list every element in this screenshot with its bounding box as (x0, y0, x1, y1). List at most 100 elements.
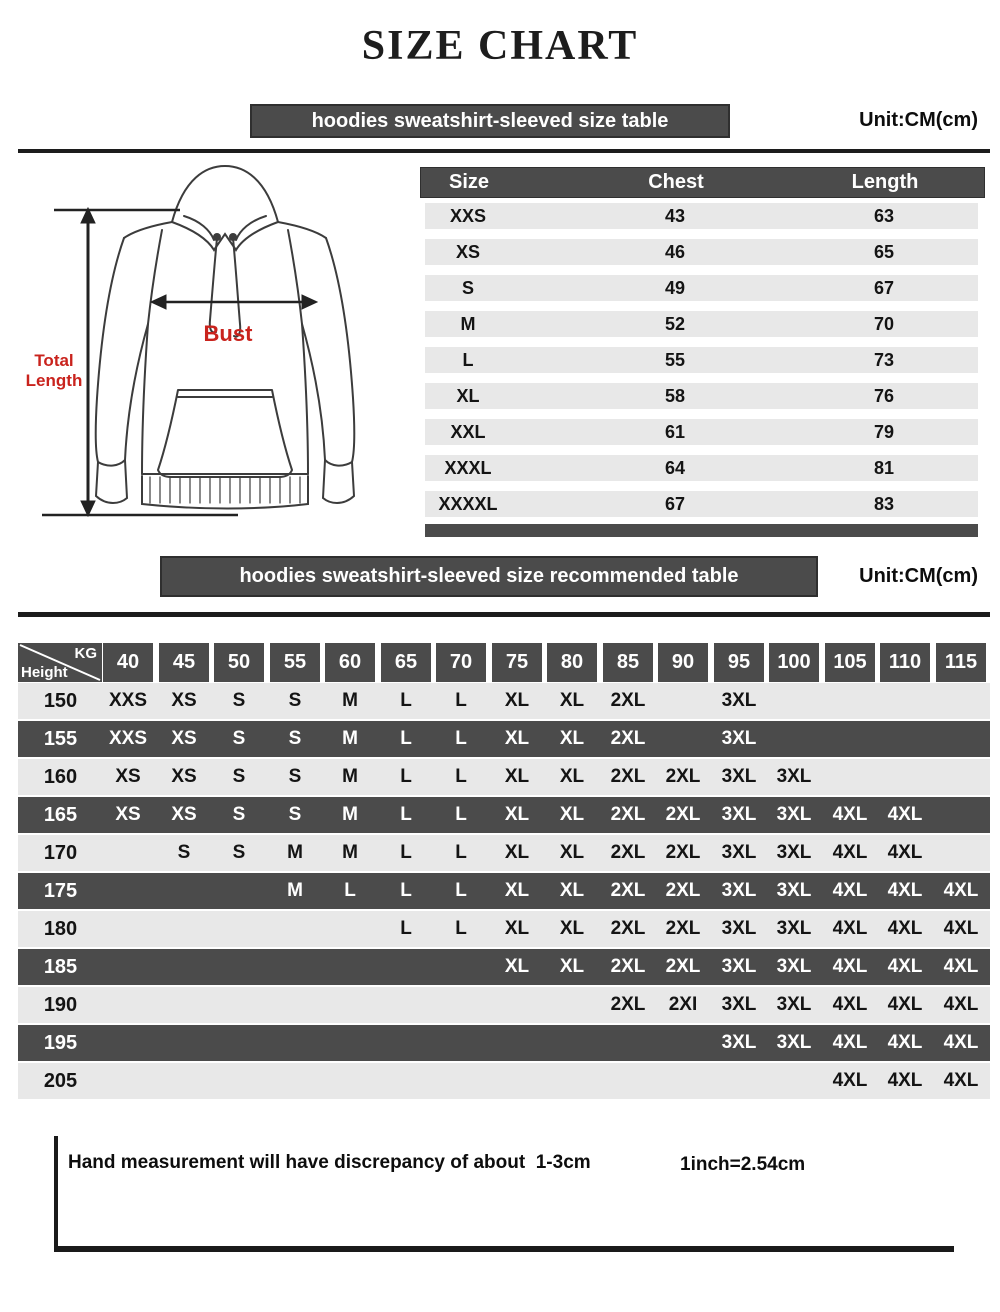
recommended-table-row: 160 XS XS S S M L L XL XL 2XL 2XL 3XL 3XL (18, 759, 990, 795)
recommended-size-cell: 3XL (721, 956, 757, 977)
recommended-size-cell: L (455, 842, 467, 863)
recommended-size-cell: XL (504, 728, 530, 749)
recommended-size-cell: 3XL (776, 842, 812, 863)
size-table-cell: 70 (873, 314, 895, 334)
weight-column-header: 105 (825, 643, 875, 682)
measurement-note: Hand measurement will have discrepancy o… (68, 1152, 591, 1173)
recommended-size-cell: 4XL (943, 918, 979, 939)
recommended-size-cell: 3XL (721, 728, 757, 749)
size-table-row: XXL 61 79 (425, 419, 978, 445)
size-table-cell: XXXL (444, 458, 492, 478)
recommended-size-cell: L (455, 918, 467, 939)
recommended-size-cell: M (342, 766, 358, 787)
recommended-size-cell: 3XL (776, 956, 812, 977)
recommended-table-row: 185 XL XL 2XL 2XL 3XL 3XL 4XL 4XL 4XL (18, 949, 990, 985)
size-table-cell: XS (455, 242, 481, 262)
recommended-size-cell: 4XL (832, 842, 868, 863)
size-table-cell: 58 (664, 386, 686, 406)
recommended-size-cell: XL (559, 842, 585, 863)
size-table-cell: 61 (664, 422, 686, 442)
recommended-size-cell: 2XL (610, 766, 646, 787)
recommended-size-cell: 2XI (668, 994, 698, 1015)
recommended-size-cell: M (342, 728, 358, 749)
recommended-size-cell: 3XL (721, 804, 757, 825)
recommended-size-cell: 3XL (721, 880, 757, 901)
middle-divider-line (18, 612, 990, 617)
recommended-size-cell: L (400, 804, 412, 825)
size-table-cell: 52 (664, 314, 686, 334)
height-row-label: 160 (43, 766, 78, 788)
recommended-size-cell: 3XL (721, 842, 757, 863)
recommended-size-cell: L (455, 880, 467, 901)
size-table-cell: 67 (664, 494, 686, 514)
recommended-size-cell: 4XL (832, 1070, 868, 1091)
recommended-size-cell: 2XL (665, 842, 701, 863)
recommended-size-cell: L (455, 690, 467, 711)
recommended-size-cell: 2XL (610, 842, 646, 863)
size-table-cell: XXS (449, 206, 487, 226)
recommended-size-cell: XL (559, 766, 585, 787)
recommended-size-cell: XS (171, 766, 197, 787)
size-table-cell: 43 (664, 206, 686, 226)
recommended-size-cell: 2XL (665, 804, 701, 825)
recommended-size-cell: XS (115, 804, 141, 825)
recommended-size-cell: XL (504, 842, 530, 863)
recommended-size-cell: S (232, 842, 246, 863)
total-length-label-line1: Total (34, 351, 73, 370)
note-border-vertical (54, 1136, 58, 1250)
recommended-size-cell: 3XL (721, 766, 757, 787)
recommended-size-cell: XXS (108, 690, 148, 711)
drawstrings (208, 237, 242, 338)
recommended-size-cell: XL (504, 690, 530, 711)
recommended-size-cell: XS (115, 766, 141, 787)
recommended-size-cell: 4XL (832, 880, 868, 901)
recommended-size-cell: M (287, 842, 303, 863)
size-table-cell: M (460, 314, 476, 334)
recommended-size-cell: XL (559, 956, 585, 977)
weight-column-header: 65 (381, 643, 431, 682)
recommended-size-cell: XL (504, 918, 530, 939)
recommended-size-cell: 4XL (943, 880, 979, 901)
weight-column-header: 60 (325, 643, 375, 682)
recommended-size-cell: 2XL (610, 728, 646, 749)
recommended-table-row: 155 XXS XS S S M L L XL XL 2XL 3XL (18, 721, 990, 757)
recommended-size-cell: XL (504, 804, 530, 825)
size-table-column-header: Size (448, 171, 490, 193)
recommended-size-cell: L (400, 728, 412, 749)
recommended-size-cell: 4XL (887, 880, 923, 901)
recommended-size-table-banner: hoodies sweatshirt-sleeved size recommen… (160, 556, 818, 597)
recommended-size-cell: M (342, 690, 358, 711)
recommended-size-cell: 2XL (610, 880, 646, 901)
recommended-table-row: 165 XS XS S S M L L XL XL 2XL 2XL 3XL 3XL 4XL 4XL (18, 797, 990, 833)
size-table-cell: 55 (664, 350, 686, 370)
height-row-label: 165 (43, 804, 78, 826)
height-row-label: 175 (43, 880, 78, 902)
recommended-table-row: 190 2XL 2XI 3XL 3XL 4XL 4XL 4XL (18, 987, 990, 1023)
recommended-size-cell: 3XL (721, 1032, 757, 1053)
recommended-size-cell: S (288, 728, 302, 749)
recommended-size-cell: XL (559, 880, 585, 901)
recommended-size-cell: XL (559, 804, 585, 825)
bust-arrow (149, 294, 319, 310)
recommended-size-cell: XS (171, 728, 197, 749)
recommended-size-cell: XL (559, 918, 585, 939)
height-row-label: 205 (43, 1070, 78, 1092)
unit-label-1: Unit:CM(cm) (859, 109, 978, 131)
weight-column-header: 45 (159, 643, 209, 682)
recommended-size-cell: L (344, 880, 356, 901)
recommended-size-cell: 2XL (665, 766, 701, 787)
size-table-cell: 63 (873, 206, 895, 226)
recommended-size-cell: 2XL (610, 804, 646, 825)
height-row-label: 190 (43, 994, 78, 1016)
inch-conversion-note: 1inch=2.54cm (680, 1154, 806, 1175)
kangaroo-pocket (157, 389, 293, 478)
weight-column-header: 85 (603, 643, 653, 682)
recommended-size-cell: 2XL (610, 690, 646, 711)
recommended-size-cell: 3XL (776, 880, 812, 901)
corner-diagonal-line (19, 644, 101, 681)
height-row-label: 195 (43, 1032, 78, 1054)
recommended-size-cell: S (288, 766, 302, 787)
weight-column-header: 40 (103, 643, 153, 682)
recommended-size-cell: XS (171, 804, 197, 825)
size-table-row: XXXXL 67 83 (425, 491, 978, 517)
